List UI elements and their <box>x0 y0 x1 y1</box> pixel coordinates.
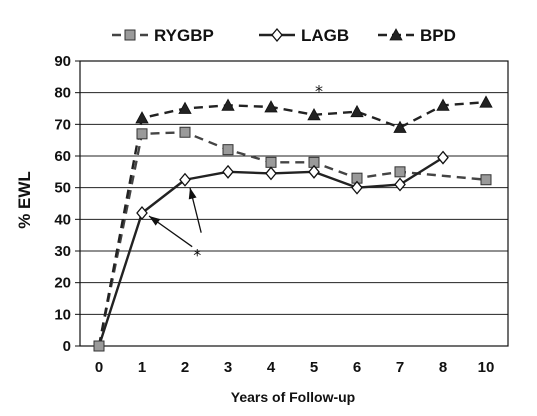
x-tick-label: 0 <box>95 359 103 376</box>
data-point-rygbp <box>394 166 406 178</box>
data-point-origin <box>93 340 105 352</box>
y-tick-label: 30 <box>54 243 71 260</box>
data-point-lagb <box>265 166 277 181</box>
data-point-lagb <box>179 172 191 187</box>
x-tick-label: 6 <box>353 359 361 376</box>
y-tick-label: 70 <box>54 116 71 133</box>
legend-item-rygbp: RYGBP <box>112 26 214 45</box>
x-tick-label: 7 <box>396 359 404 376</box>
legend-marker <box>124 29 136 41</box>
data-point-bpd <box>221 98 235 111</box>
significance-asterisk: * <box>193 246 201 265</box>
data-point-lagb <box>394 177 406 192</box>
data-point-bpd <box>436 98 450 111</box>
gridlines <box>80 92 508 315</box>
x-tick-label: 2 <box>181 359 189 376</box>
y-axis-ticks: 0 10 20 30 40 50 60 70 80 90 <box>54 53 80 355</box>
data-point-lagb <box>136 205 148 221</box>
annotation-arrowhead <box>188 187 197 200</box>
legend-label: BPD <box>420 26 456 45</box>
data-point-rygbp <box>136 128 148 140</box>
annotation-arrowhead <box>149 216 161 226</box>
y-tick-label: 0 <box>63 338 71 355</box>
x-tick-label: 3 <box>224 359 232 376</box>
legend-label: RYGBP <box>154 26 214 45</box>
data-point-rygbp <box>222 144 234 156</box>
y-tick-label: 50 <box>54 180 71 197</box>
y-axis-label: % EWL <box>15 171 34 229</box>
data-point-bpd <box>350 104 364 118</box>
y-tick-label: 40 <box>54 211 71 228</box>
legend-marker <box>389 28 403 41</box>
data-point-rygbp <box>179 126 191 138</box>
x-axis-ticks: 0 1 2 3 4 5 6 7 8 10 <box>95 359 495 376</box>
legend-label: LAGB <box>301 26 349 45</box>
x-tick-label: 5 <box>310 359 318 376</box>
y-tick-label: 60 <box>54 148 71 165</box>
legend-item-lagb: LAGB <box>259 26 349 45</box>
data-point-rygbp <box>480 174 492 186</box>
data-point-bpd <box>135 111 149 124</box>
y-tick-label: 10 <box>54 306 71 323</box>
y-tick-label: 20 <box>54 275 71 292</box>
x-tick-label: 1 <box>138 359 146 376</box>
series-markers <box>93 95 493 352</box>
legend-item-bpd: BPD <box>378 26 456 45</box>
x-axis-label: Years of Follow-up <box>231 389 355 405</box>
x-tick-label: 10 <box>478 359 495 376</box>
data-point-bpd <box>178 101 192 114</box>
annotations: ** <box>148 81 323 265</box>
significance-asterisk: * <box>315 81 323 100</box>
legend: RYGBP LAGB BPD <box>112 26 456 45</box>
y-tick-label: 80 <box>54 85 71 102</box>
x-tick-label: 4 <box>267 359 276 376</box>
data-point-bpd <box>264 100 278 113</box>
data-point-lagb <box>222 164 234 179</box>
series-lines <box>97 100 487 347</box>
data-point-bpd <box>393 120 407 133</box>
data-point-lagb <box>437 150 449 165</box>
y-tick-label: 90 <box>54 53 71 70</box>
series-line-bpd <box>97 100 487 347</box>
data-point-bpd <box>307 107 321 121</box>
plot-area-frame <box>79 60 509 347</box>
series-line-lagb <box>97 156 444 347</box>
data-point-lagb <box>351 180 363 195</box>
data-point-lagb <box>308 164 320 179</box>
data-point-bpd <box>479 95 493 108</box>
data-point-rygbp <box>265 156 277 168</box>
x-tick-label: 8 <box>439 359 447 376</box>
legend-marker <box>271 27 283 43</box>
